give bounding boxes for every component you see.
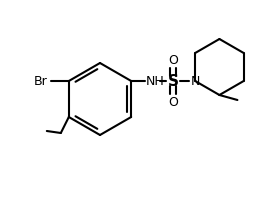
Text: Br: Br xyxy=(34,74,48,88)
Text: N: N xyxy=(190,74,200,88)
Text: NH: NH xyxy=(146,74,165,88)
Text: S: S xyxy=(168,73,179,89)
Text: O: O xyxy=(168,54,178,67)
Text: O: O xyxy=(168,95,178,108)
